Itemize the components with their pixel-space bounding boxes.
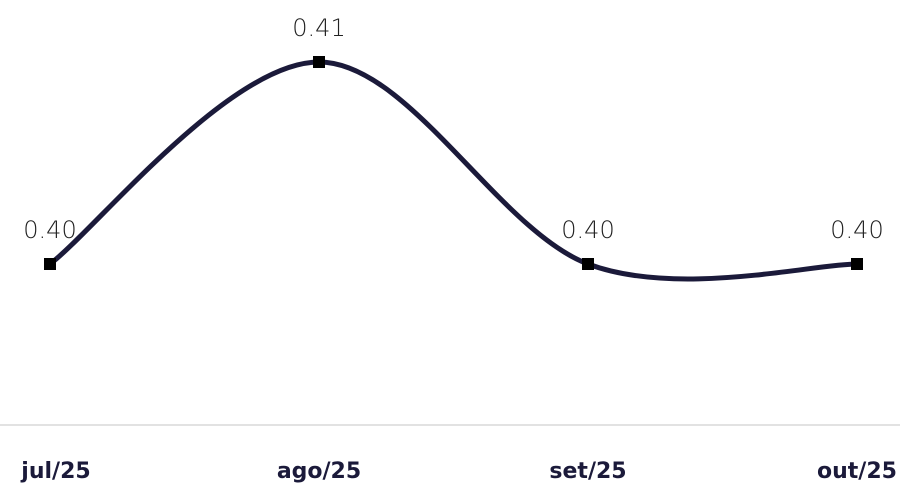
data-label: 0.40 xyxy=(23,216,76,244)
data-label: 0.40 xyxy=(561,216,614,244)
data-point-marker xyxy=(44,258,56,270)
x-tick-label: out/25 xyxy=(817,459,897,484)
x-tick-layer: jul/25 ago/25 set/25 out/25 xyxy=(20,459,897,484)
data-point-marker xyxy=(851,258,863,270)
marker-layer xyxy=(44,56,863,270)
data-point-marker xyxy=(582,258,594,270)
x-tick-label: set/25 xyxy=(549,459,626,484)
data-point-marker xyxy=(313,56,325,68)
series-line xyxy=(47,59,860,282)
x-tick-label: ago/25 xyxy=(277,459,361,484)
series-layer xyxy=(47,59,860,282)
data-label: 0.41 xyxy=(292,14,345,42)
x-tick-label: jul/25 xyxy=(20,459,90,484)
data-label: 0.40 xyxy=(830,216,883,244)
data-label-layer: 0.40 0.41 0.40 0.40 xyxy=(23,14,883,244)
